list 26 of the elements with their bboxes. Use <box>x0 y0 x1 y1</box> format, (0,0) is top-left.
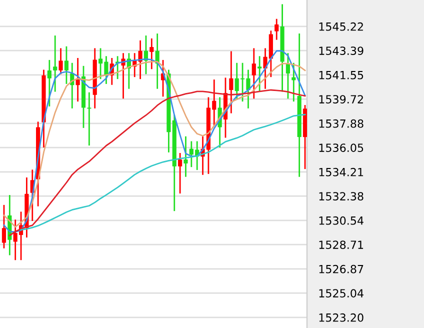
candlestick <box>150 38 154 70</box>
y-tick-label: 1541.55 <box>319 71 364 80</box>
candlestick <box>274 18 279 40</box>
y-tick-label: 1526.87 <box>319 264 364 274</box>
y-tick-label: 1543.39 <box>319 46 364 55</box>
y-tick-label: 1532.38 <box>319 192 364 200</box>
y-tick-label: 1530.54 <box>319 216 364 225</box>
candlestick <box>47 60 52 106</box>
candlestick <box>184 136 188 177</box>
candlestick <box>2 204 6 248</box>
y-tick-label: 1536.05 <box>319 144 364 152</box>
candlestick <box>53 36 58 92</box>
candlestick <box>229 51 234 114</box>
y-tick-label: 1537.88 <box>319 119 364 128</box>
y-tick-label: 1523.20 <box>319 313 364 322</box>
candlestick <box>178 152 182 194</box>
candlestick <box>252 48 256 99</box>
y-tick-label: 1528.71 <box>319 240 364 249</box>
candlestick <box>58 48 63 74</box>
y-tick-label: 1545.22 <box>319 22 363 31</box>
y-tick-label: 1539.72 <box>319 95 363 104</box>
candlestick <box>64 46 68 84</box>
y-tick-label: 1534.21 <box>319 168 364 176</box>
candlestick <box>258 56 262 92</box>
candlestick <box>87 92 92 146</box>
y-tick-label: 1525.04 <box>319 289 364 298</box>
